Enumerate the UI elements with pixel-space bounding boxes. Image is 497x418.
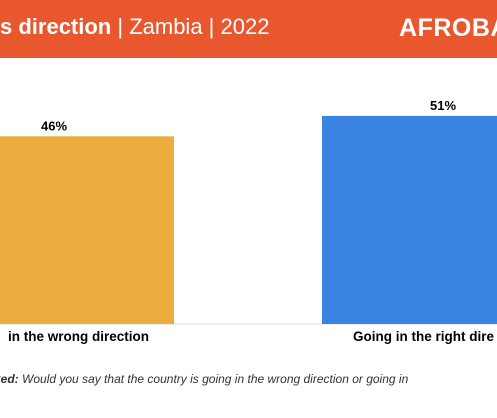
- footnote-text: Would you say that the country is going …: [18, 372, 409, 386]
- chart-title-bold: s direction: [0, 14, 112, 39]
- brand-logo-text: AFROBA: [399, 14, 497, 42]
- chart-title-rest: | Zambia | 2022: [111, 14, 270, 39]
- bar-1: [322, 115, 497, 324]
- category-label-0: in the wrong direction: [8, 329, 149, 344]
- bar-value-label-0: 46%: [41, 118, 67, 133]
- footnote-prefix: ked:: [0, 372, 19, 386]
- chart-title: s direction | Zambia | 2022: [0, 13, 269, 41]
- category-label-1: Going in the right dire: [353, 329, 494, 344]
- bar-value-label-1: 51%: [430, 98, 456, 113]
- footnote: ked: Would you say that the country is g…: [0, 372, 408, 386]
- header-bar: s direction | Zambia | 2022 AFROBA: [0, 0, 497, 58]
- bar-0: [0, 136, 174, 324]
- bar-chart: 46% in the wrong direction 51% Going in the…: [0, 98, 497, 344]
